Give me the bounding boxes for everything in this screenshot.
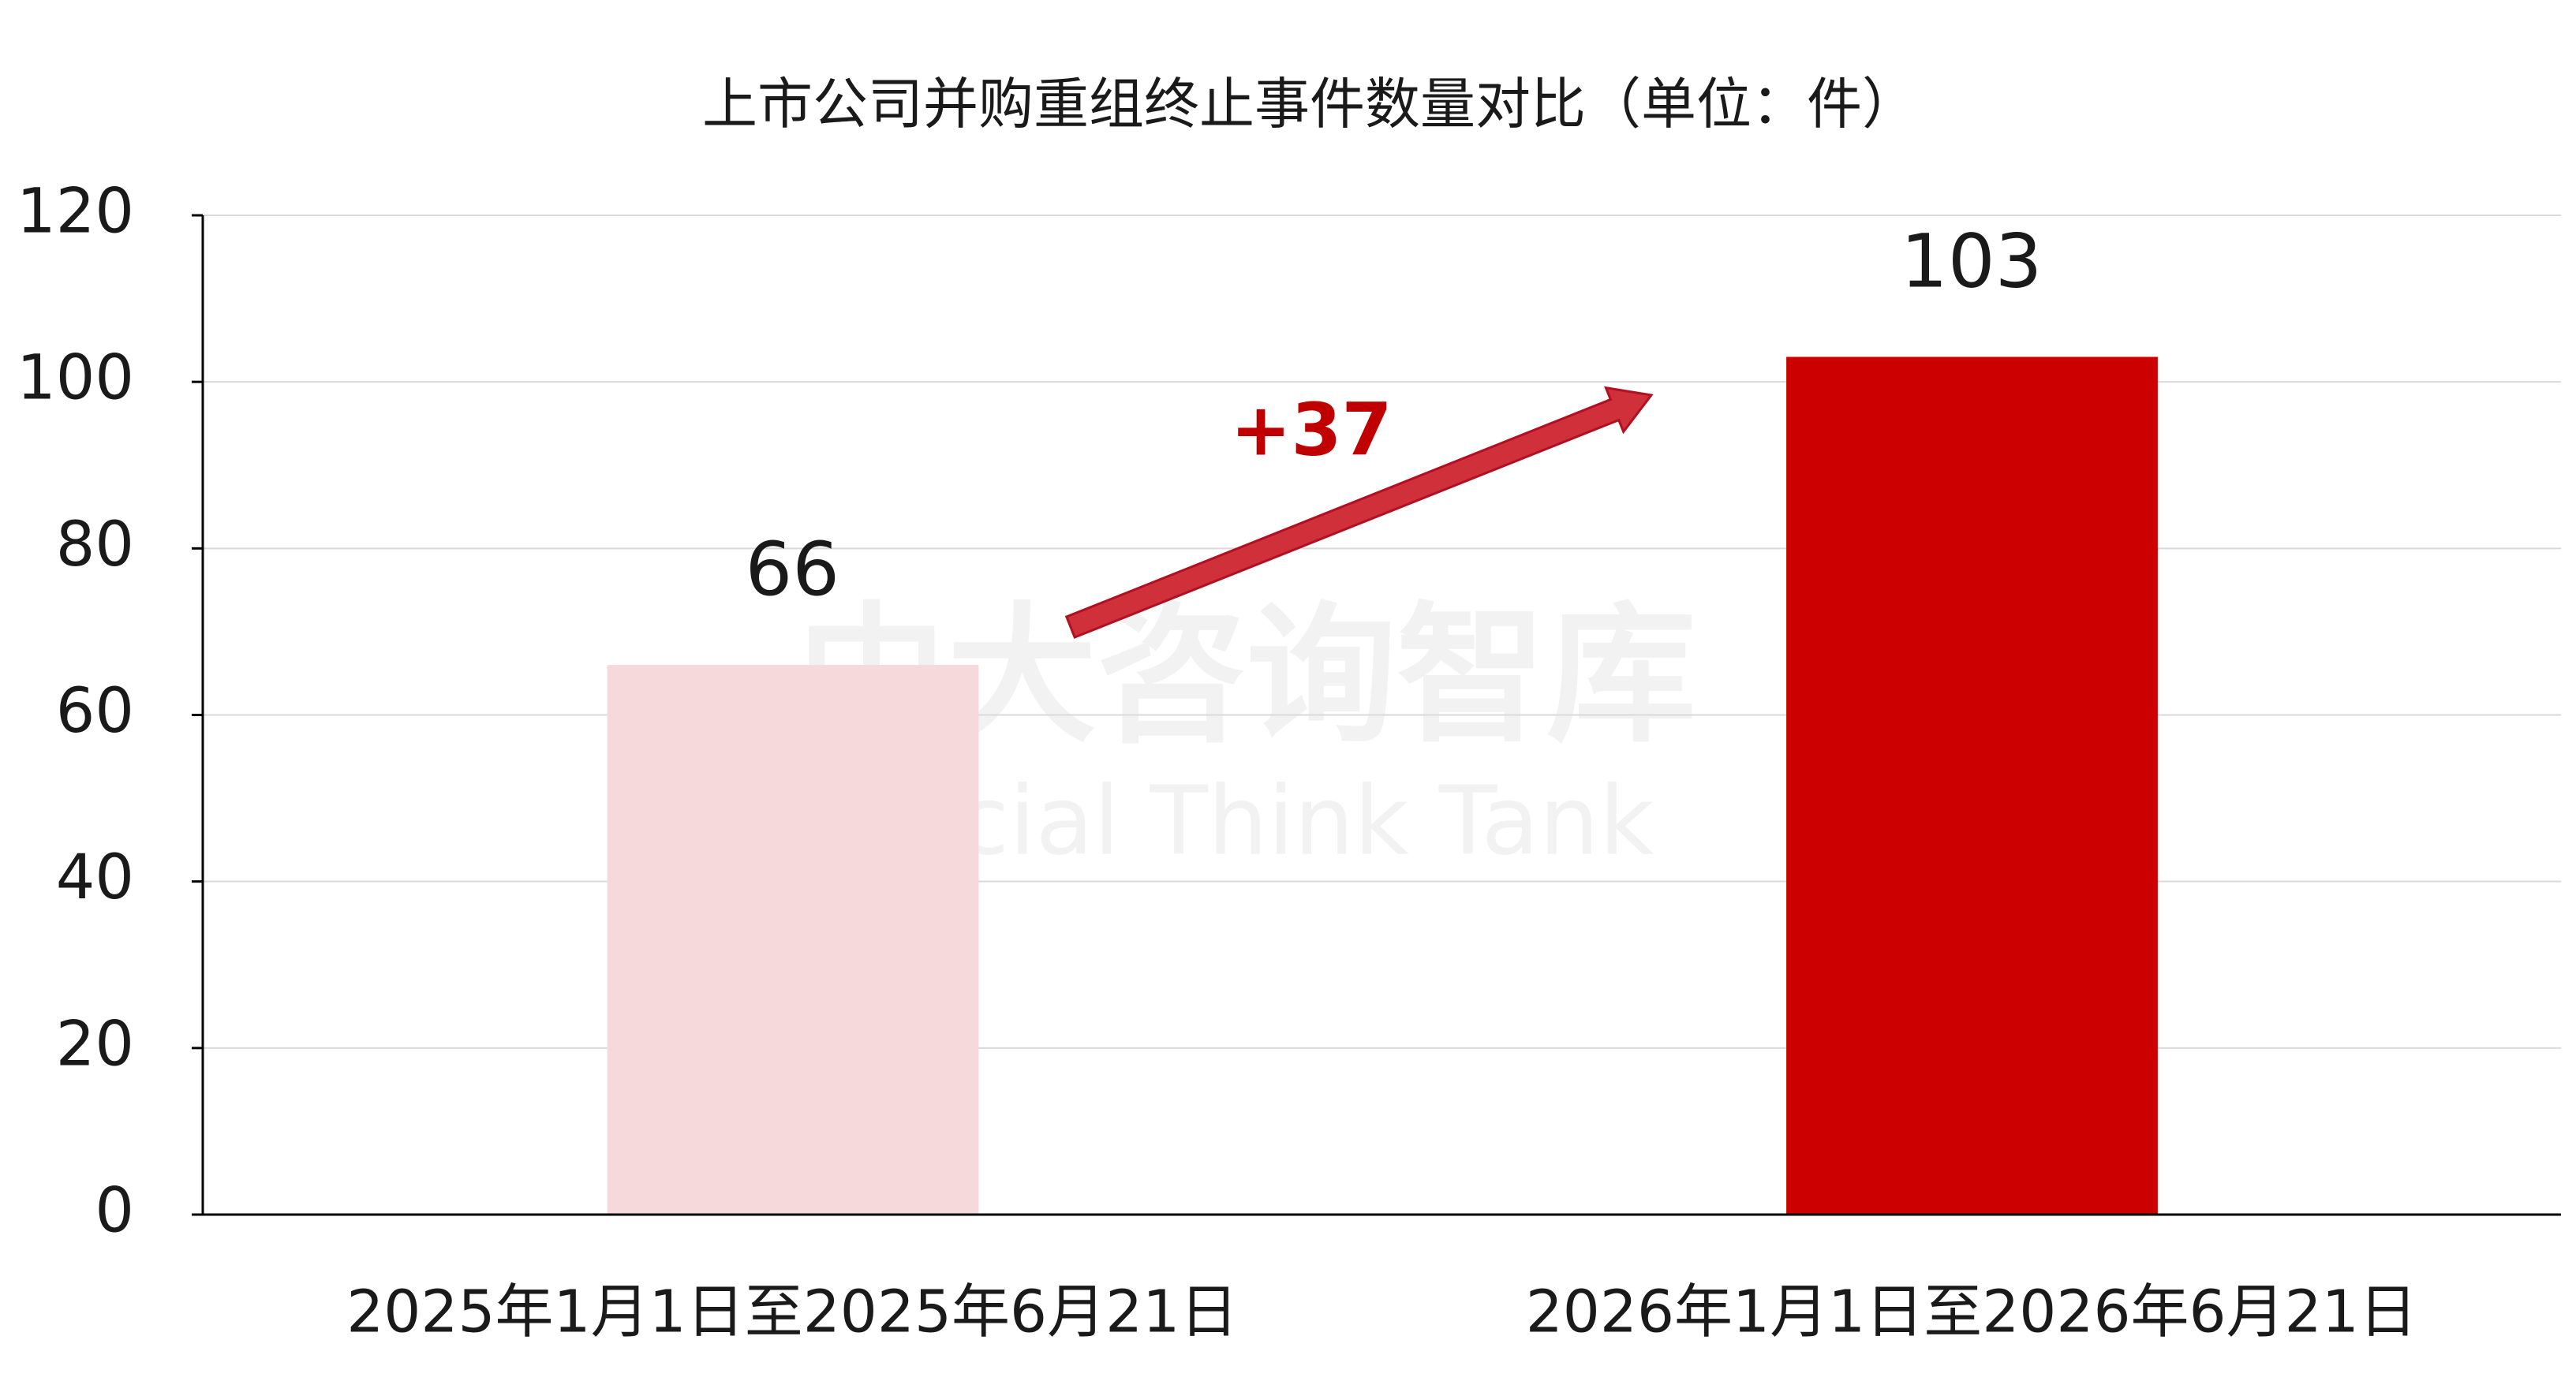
arrow [1064, 386, 1654, 639]
y-tick-label: 120 [17, 176, 134, 247]
y-tick-label: 0 [95, 1175, 134, 1246]
y-tick-label: 20 [56, 1009, 134, 1080]
annotation: +37 [1230, 387, 1392, 472]
y-tick-label: 80 [56, 509, 134, 580]
y-tick-label: 60 [56, 676, 134, 747]
value-label: 66 [745, 527, 839, 613]
bar [607, 665, 979, 1215]
bar [1786, 356, 2158, 1215]
x-tick-label: 2026年1月1日至2026年6月21日 [1526, 1278, 2417, 1346]
value-label: 103 [1901, 218, 2042, 304]
y-tick-label: 40 [56, 842, 134, 913]
chart-title: 上市公司并购重组终止事件数量对比（单位：件） [702, 72, 1917, 136]
y-tick-label: 100 [17, 343, 134, 414]
x-tick-label: 2025年1月1日至2025年6月21日 [346, 1278, 1238, 1346]
